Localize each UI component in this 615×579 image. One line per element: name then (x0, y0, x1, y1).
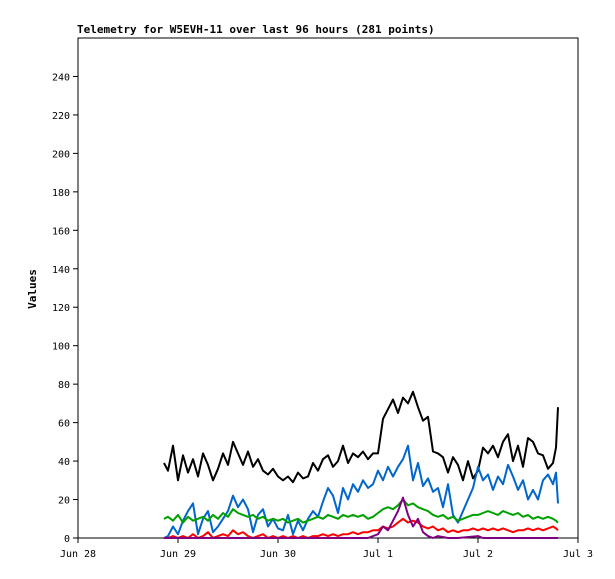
chart-title: Telemetry for W5EVH-11 over last 96 hour… (77, 23, 435, 36)
y-tick-label: 180 (52, 188, 70, 199)
y-tick-label: 20 (58, 496, 70, 507)
series-line-3 (164, 517, 559, 539)
series-line-4 (164, 496, 558, 539)
x-tick-label: Jul 3 (563, 549, 593, 560)
y-tick-label: 200 (52, 149, 70, 160)
y-tick-label: 140 (52, 265, 70, 276)
y-tick-label: 80 (58, 380, 70, 391)
y-tick-label: 60 (58, 419, 70, 430)
series-line-2 (163, 498, 559, 524)
y-tick-label: 0 (64, 534, 70, 545)
series-group (163, 390, 559, 539)
plot-area (77, 37, 579, 539)
y-axis: 0 20 40 60 80 100 120 140 160 180 200 220 240 (52, 72, 78, 545)
y-tick-label: 120 (52, 303, 70, 314)
y-tick-label: 240 (52, 72, 70, 83)
y-tick-label: 40 (58, 457, 70, 468)
y-tick-label: 160 (52, 226, 70, 237)
y-axis-label: Values (26, 269, 39, 309)
x-tick-label: Jul 2 (463, 549, 493, 560)
x-tick-label: Jun 30 (260, 549, 296, 560)
y-tick-label: 220 (52, 111, 70, 122)
series-line-0 (163, 390, 559, 484)
y-tick-label: 100 (52, 342, 70, 353)
series-line-1 (163, 444, 559, 539)
x-axis: Jun 28 Jun 29 Jun 30 Jul 1 Jul 2 Jul 3 (60, 538, 593, 560)
x-tick-label: Jun 29 (160, 549, 196, 560)
x-tick-label: Jun 28 (60, 549, 96, 560)
x-tick-label: Jul 1 (363, 549, 393, 560)
